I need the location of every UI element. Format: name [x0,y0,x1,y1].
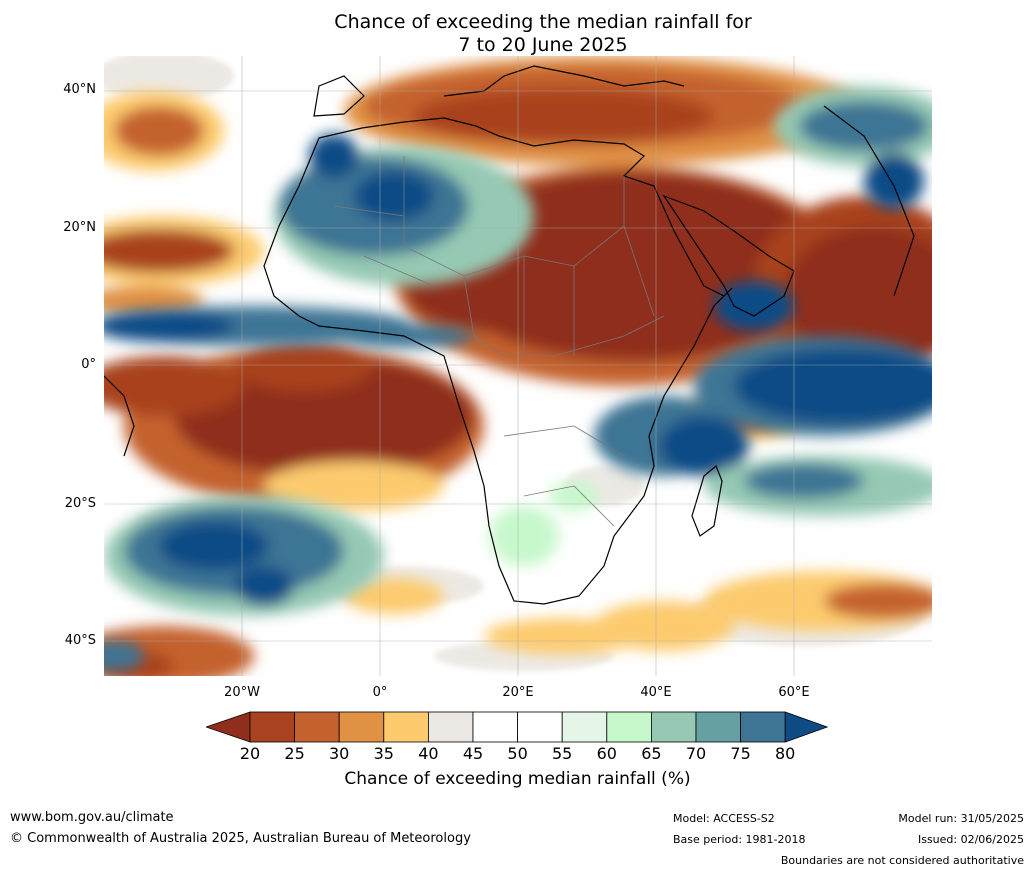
colorbar-cell [427,711,474,743]
colorbar-tick-label: 55 [552,744,573,763]
lat-label-0: 0° [81,357,96,372]
colorbar-cell [740,711,786,743]
colorbar-tick-label: 45 [462,744,484,763]
colorbar-cell [383,711,429,743]
colorbar-cell [561,711,608,743]
footer-model: Model: ACCESS-S2 [673,812,775,825]
colorbar-tick-label: 70 [685,744,707,763]
lat-label-40n: 40°N [63,82,96,97]
lat-label-40s: 40°S [64,633,96,648]
colorbar-cell [472,711,518,743]
colorbar-arrow-high [784,711,829,743]
colorbar-tick-label: 50 [507,744,528,763]
colorbar-cell [294,711,340,743]
colorbar-tick-label: 65 [641,744,662,763]
colorbar-arrow-low [206,711,251,743]
map-title-line-1: Chance of exceeding the median rainfall … [334,11,752,33]
colorbar-cell [695,711,741,743]
colorbar-label: Chance of exceeding median rainfall (%) [344,769,691,789]
colorbar-tick-label: 80 [775,744,796,763]
lon-label-20w: 20°W [224,685,260,700]
footer-url[interactable]: www.bom.gov.au/climate [10,810,174,825]
colorbar-cell [517,711,563,743]
footer-disclaimer: Boundaries are not considered authoritat… [780,854,1024,867]
map-title-line-2: 7 to 20 June 2025 [458,34,628,56]
rainfall-map [104,56,932,676]
footer-copyright: © Commonwealth of Australia 2025, Austra… [10,831,471,846]
lon-label-60e: 60°E [778,685,810,700]
footer-model-run: Model run: 31/05/2025 [898,812,1024,825]
colorbar-cell [338,711,385,743]
colorbar [206,711,829,743]
colorbar-tick-label: 30 [329,744,350,763]
colorbar-tick-label: 75 [730,744,751,763]
lat-label-20s: 20°S [64,496,96,511]
lon-label-0: 0° [372,685,388,700]
footer-base-period: Base period: 1981-2018 [673,833,806,846]
colorbar-tick-label: 20 [239,744,261,763]
colorbar-cell [650,711,697,743]
colorbar-tick-label: 25 [284,744,305,763]
colorbar-tick-label: 60 [596,744,617,763]
colorbar-cell [249,711,295,743]
colorbar-tick-label: 35 [373,744,394,763]
rainfall-map-svg [104,56,932,676]
lon-label-40e: 40°E [640,685,672,700]
lon-label-20e: 20°E [502,685,534,700]
footer-issued: Issued: 02/06/2025 [917,833,1024,846]
colorbar-cell [606,711,652,743]
lat-label-20n: 20°N [63,220,96,235]
colorbar-tick-label: 40 [418,744,439,763]
